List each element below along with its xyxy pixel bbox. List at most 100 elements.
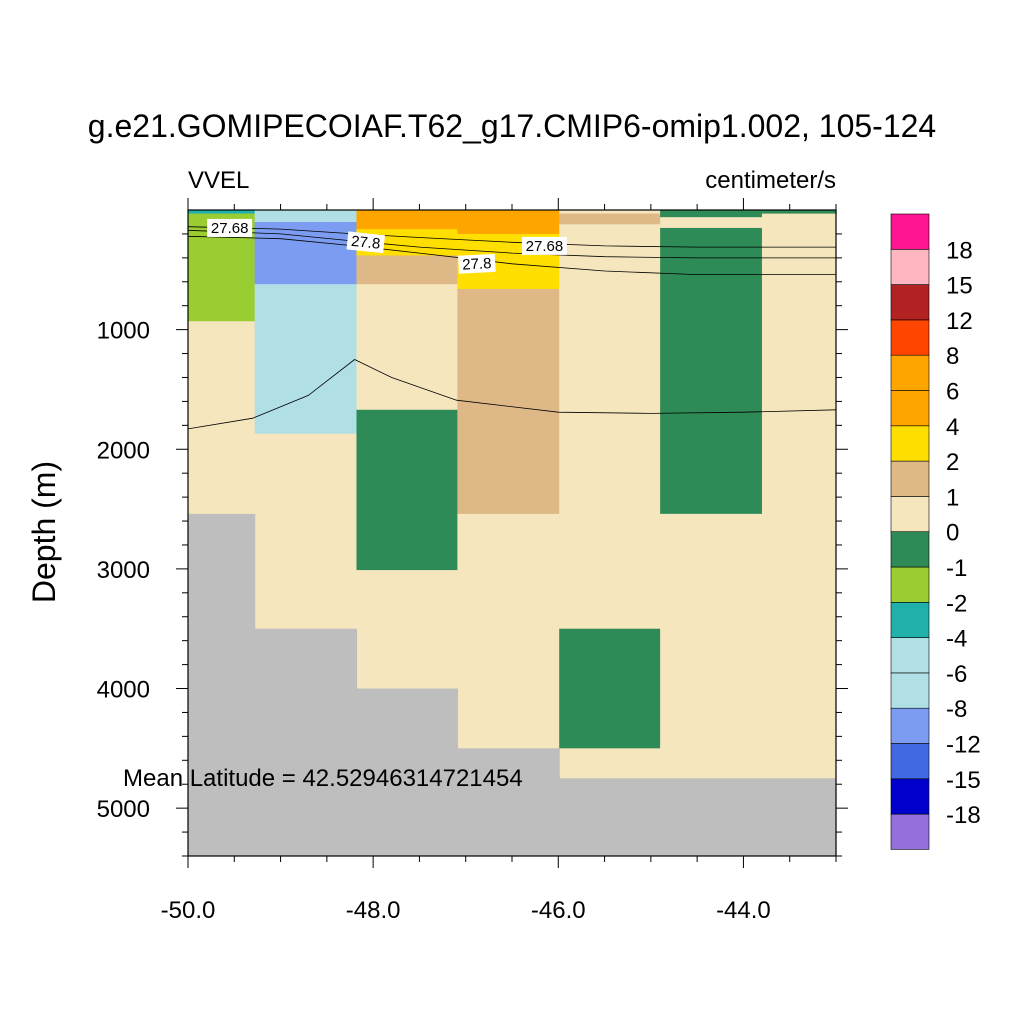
colorbar-label: 4 [946, 414, 959, 441]
data-cell [254, 284, 358, 435]
colorbar-label: 18 [946, 237, 973, 264]
contour-label-text: 27.8 [462, 255, 492, 274]
colorbar-label: -15 [946, 767, 981, 794]
y-tick-label: 1000 [97, 318, 150, 345]
colorbar-box [890, 743, 930, 780]
data-cell [559, 213, 661, 225]
data-cell [254, 210, 358, 223]
colorbar-label: 8 [946, 343, 959, 370]
data-cell [660, 513, 763, 779]
colorbar-box [890, 813, 930, 850]
colorbar-label: -12 [946, 732, 981, 759]
mean-latitude-annotation: Mean Latitude = 42.52946314721454 [123, 765, 523, 792]
x-tick-label: -50.0 [161, 897, 216, 924]
colorbar-label: 6 [946, 379, 959, 406]
y-tick-labels: 1000 2000 3000 4000 5000 [97, 318, 150, 824]
data-cell [761, 210, 837, 215]
y-axis-label: Depth (m) [26, 461, 62, 603]
contour-label-bg [207, 218, 253, 237]
contour-label: 27.8 [457, 253, 496, 274]
colorbar-box [890, 637, 930, 674]
colorbar-box [890, 354, 930, 391]
colorbar-box [890, 601, 930, 638]
data-cell [559, 224, 661, 630]
y-tick-label: 5000 [97, 796, 150, 823]
units-label: centimeter/s [705, 167, 836, 194]
colorbar-box [890, 778, 930, 815]
data-cell [559, 748, 661, 779]
contour-label-text: 27.8 [350, 233, 381, 253]
data-cell [356, 570, 458, 690]
chart-title: g.e21.GOMIPECOIAF.T62_g17.CMIP6-omip1.00… [88, 108, 936, 144]
colorbar-label: -6 [946, 661, 967, 688]
colorbar-box [890, 425, 930, 462]
x-tick-label: -44.0 [716, 897, 771, 924]
x-tick-label: -48.0 [346, 897, 401, 924]
land-mask [356, 688, 458, 856]
data-cell [356, 255, 458, 285]
colorbar-box [890, 319, 930, 356]
colorbar-box [890, 707, 930, 744]
contour-label-bg [346, 231, 385, 254]
colorbar-label: 15 [946, 273, 973, 300]
colorbar-label: -1 [946, 555, 967, 582]
colorbar-box [890, 284, 930, 321]
density-contour [187, 359, 837, 430]
data-cell [660, 217, 763, 229]
land-mask [457, 748, 560, 856]
colorbar-label: -8 [946, 696, 967, 723]
plot-area [188, 210, 837, 856]
data-cell [457, 513, 560, 749]
x-tick-label: -46.0 [531, 897, 586, 924]
data-cell [254, 433, 358, 630]
density-contour [187, 229, 836, 259]
data-cell [356, 284, 458, 411]
x-tick-labels: -50.0 -48.0 -46.0 -44.0 [161, 897, 771, 924]
y-tick-label: 4000 [97, 677, 150, 704]
colorbar-label: 0 [946, 520, 959, 547]
colorbar-box [890, 531, 930, 568]
colorbar-box [890, 213, 930, 250]
data-cell [660, 227, 763, 515]
data-cell [188, 321, 256, 515]
colorbar-box [890, 566, 930, 603]
colorbar-label: 1 [946, 484, 959, 511]
colorbar-box [890, 672, 930, 709]
y-tick-label: 2000 [97, 437, 150, 464]
colorbar-box [890, 390, 930, 427]
contour-label-text: 27.68 [526, 238, 564, 255]
data-cell [188, 210, 256, 215]
left-label: VVEL [188, 167, 249, 194]
contour-label-bg [457, 253, 496, 274]
contour-label-bg [521, 236, 567, 255]
axes-ticks [176, 198, 848, 868]
data-cell [356, 409, 458, 571]
data-cell [457, 288, 560, 515]
density-contour [187, 226, 836, 248]
contour-label-text: 27.68 [211, 220, 249, 237]
data-cell [660, 210, 763, 218]
data-cell [559, 628, 661, 749]
y-tick-label: 3000 [97, 557, 150, 584]
colorbar-label: 2 [946, 449, 959, 476]
data-cell [356, 210, 458, 230]
land-mask [559, 778, 837, 856]
contour-label: 27.68 [207, 218, 253, 237]
colorbar-box [890, 496, 930, 532]
contour-label: 27.8 [346, 231, 385, 254]
land-mask [254, 628, 358, 856]
data-cell [761, 213, 837, 779]
data-cell [457, 210, 560, 235]
colorbar-label: -2 [946, 590, 967, 617]
plot-frame [187, 209, 837, 857]
colorbar-label: 12 [946, 308, 973, 335]
colorbar-label: -4 [946, 626, 967, 653]
land-mask [188, 513, 256, 856]
data-cell [559, 210, 661, 215]
data-cell [254, 221, 358, 285]
contour-label: 27.68 [521, 236, 567, 255]
colorbar-box [890, 460, 930, 497]
colorbar-box [890, 249, 930, 285]
